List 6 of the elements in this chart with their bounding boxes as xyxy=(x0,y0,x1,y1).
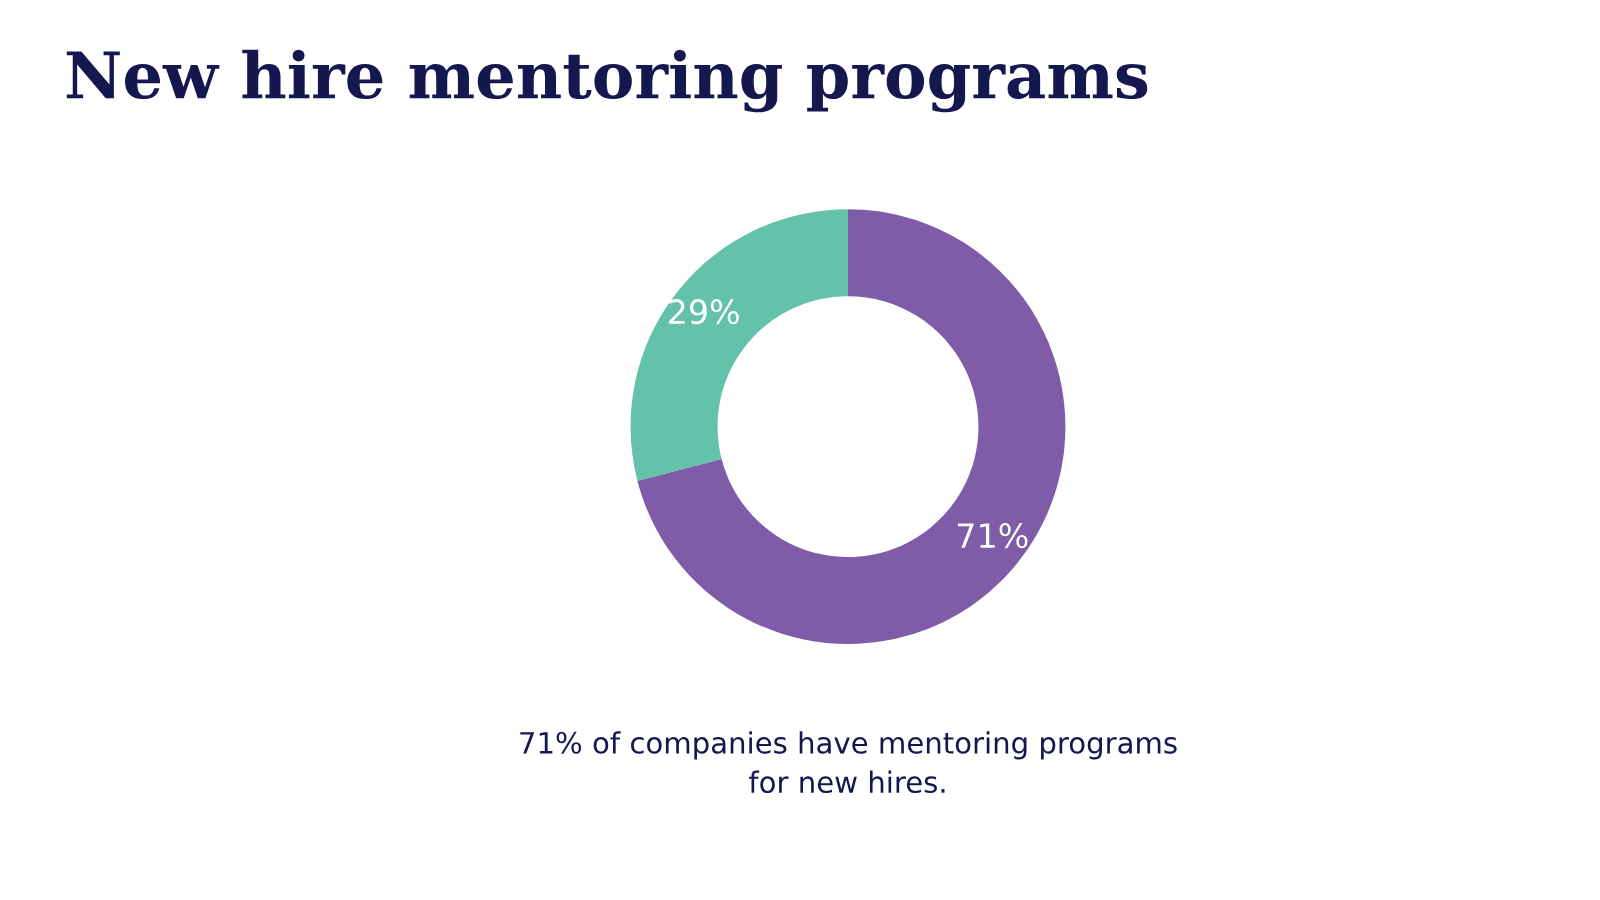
data-label: 29% xyxy=(669,299,739,325)
data-label: 71% xyxy=(958,523,1028,549)
donut-slice xyxy=(637,209,1066,644)
donut-slice xyxy=(630,209,848,481)
chart-title: New hire mentoring programs xyxy=(66,49,1148,113)
text: 71% of companies have mentoring programs for new hires. xyxy=(520,731,1177,794)
